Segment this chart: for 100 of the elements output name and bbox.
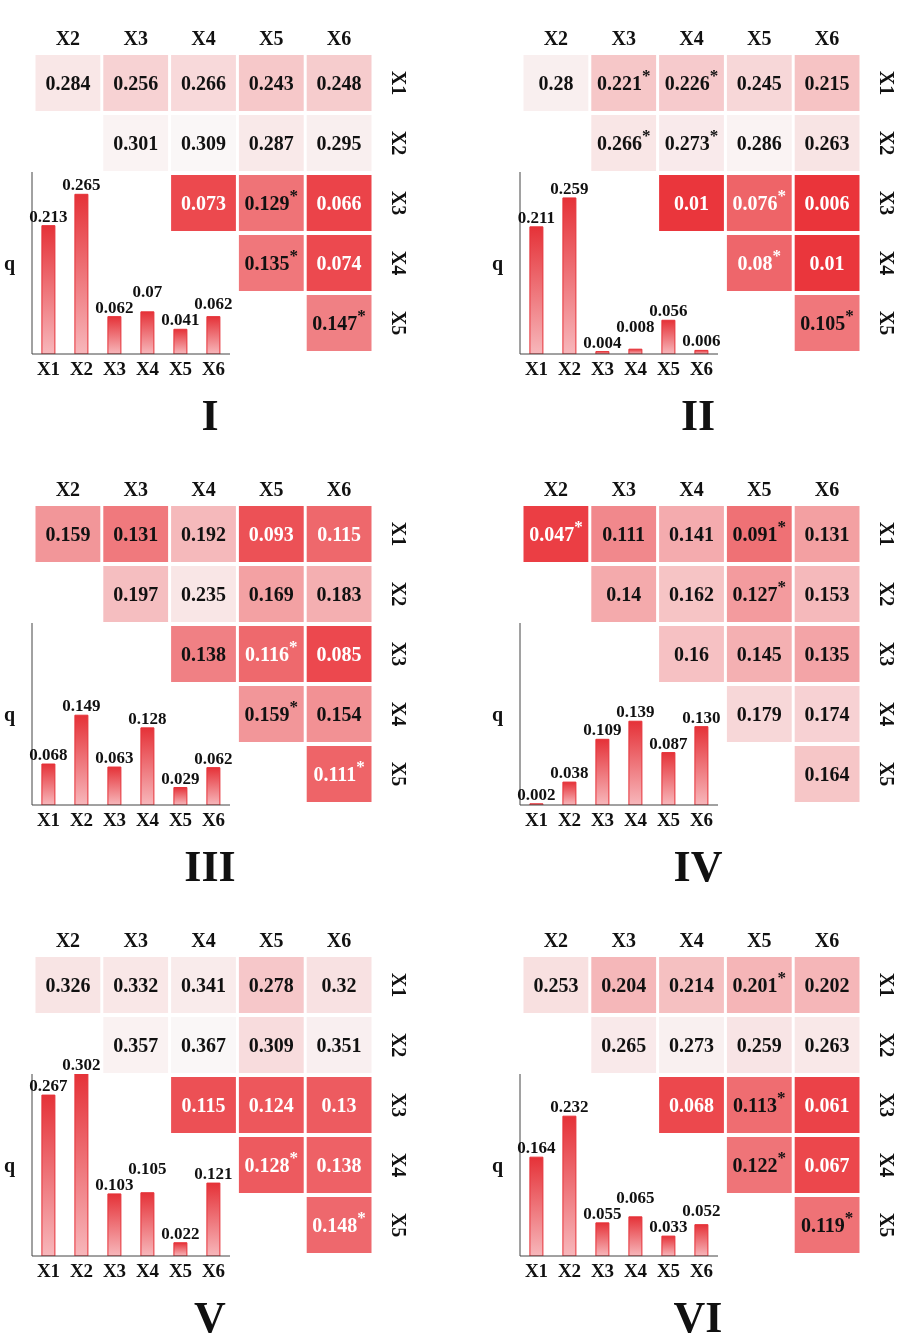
data-label: 0.265 bbox=[601, 1034, 647, 1056]
x-tick-label: X2 bbox=[69, 809, 94, 831]
data-label: 0.259 bbox=[550, 178, 589, 198]
data-label: 0.038 bbox=[550, 763, 589, 783]
y-tick-label: X4 bbox=[388, 701, 410, 727]
data-label: 0.295 bbox=[316, 132, 362, 154]
x-tick-label: X5 bbox=[747, 478, 772, 500]
data-label: 0.259 bbox=[736, 1034, 782, 1056]
data-label: 0.087 bbox=[649, 733, 689, 753]
x-tick-label: X6 bbox=[814, 478, 840, 500]
x-tick-label: X1 bbox=[524, 809, 549, 831]
y-tick-label: X5 bbox=[876, 310, 898, 336]
y-tick-label: X3 bbox=[876, 641, 898, 667]
data-label: 0.128 bbox=[128, 708, 167, 728]
data-label: 0.213 bbox=[29, 206, 68, 226]
x-tick-label: X4 bbox=[191, 27, 216, 49]
data-label: 0.066 bbox=[316, 192, 362, 214]
data-label: 0.326 bbox=[45, 974, 91, 996]
data-label: 0.139 bbox=[616, 702, 655, 722]
x-tick-label: X3 bbox=[611, 478, 636, 500]
x-tick-label: X4 bbox=[623, 809, 648, 831]
x-tick-label: X5 bbox=[656, 809, 681, 831]
data-label: 0.149 bbox=[62, 696, 101, 716]
data-label: 0.263 bbox=[804, 1034, 850, 1056]
y-tick-label: X1 bbox=[876, 521, 898, 547]
data-label: 0.135 bbox=[804, 643, 850, 665]
data-label: 0.129$^{*}$ bbox=[244, 185, 299, 214]
data-label: 0.154 bbox=[316, 703, 362, 725]
data-label: 0.341 bbox=[181, 974, 226, 996]
x-tick-label: X2 bbox=[543, 929, 569, 951]
data-label: 0.332 bbox=[113, 974, 159, 996]
x-tick-label: X3 bbox=[611, 929, 636, 951]
x-tick-label: X1 bbox=[524, 358, 549, 380]
data-label: 0.197 bbox=[113, 583, 159, 605]
y-tick-label: X2 bbox=[876, 1032, 898, 1058]
x-tick-label: X3 bbox=[123, 478, 148, 500]
data-label: 0.061 bbox=[804, 1094, 850, 1116]
data-label: 0.138 bbox=[316, 1154, 362, 1176]
data-label: 0.115 bbox=[317, 523, 362, 545]
x-tick-label: X4 bbox=[135, 809, 160, 831]
x-tick-label: X6 bbox=[326, 27, 352, 49]
x-tick-label: X3 bbox=[123, 27, 148, 49]
x-tick-label: X3 bbox=[590, 1260, 615, 1282]
data-label: 0.006 bbox=[804, 192, 850, 214]
x-tick-label: X4 bbox=[135, 1260, 160, 1282]
text: VI bbox=[672, 1292, 724, 1342]
data-label: 0.006 bbox=[682, 331, 721, 351]
data-label: 0.287 bbox=[248, 132, 294, 154]
y-axis-title: q bbox=[492, 1154, 504, 1178]
x-tick-label: X5 bbox=[259, 929, 284, 951]
data-label: 0.135$^{*}$ bbox=[244, 245, 299, 274]
data-label: 0.063 bbox=[95, 748, 134, 768]
data-label: 0.147$^{*}$ bbox=[312, 305, 366, 334]
data-label: 0.062 bbox=[194, 748, 233, 768]
data-label: 0.232 bbox=[550, 1097, 589, 1117]
y-tick-label: X2 bbox=[388, 581, 410, 607]
x-tick-label: X3 bbox=[590, 358, 615, 380]
x-tick-label: X6 bbox=[814, 27, 840, 49]
data-label: 0.201$^{*}$ bbox=[732, 967, 787, 996]
y-tick-label: X3 bbox=[876, 1092, 898, 1118]
y-tick-label: X5 bbox=[388, 310, 410, 336]
x-tick-label: X5 bbox=[168, 358, 193, 380]
data-label: 0.127$^{*}$ bbox=[732, 576, 787, 605]
data-label: 0.111 bbox=[602, 523, 646, 545]
data-label: 0.253 bbox=[533, 974, 579, 996]
x-tick-label: X6 bbox=[814, 929, 840, 951]
x-tick-label: X6 bbox=[689, 1260, 714, 1282]
data-label: 0.235 bbox=[181, 583, 226, 605]
y-tick-label: X2 bbox=[388, 1032, 410, 1058]
x-tick-label: X1 bbox=[36, 809, 61, 831]
x-tick-label: X2 bbox=[69, 358, 94, 380]
x-tick-label: X3 bbox=[102, 1260, 127, 1282]
y-axis-title: q bbox=[4, 703, 16, 727]
data-label: 0.07 bbox=[132, 281, 163, 301]
data-label: 0.309 bbox=[248, 1034, 294, 1056]
y-axis-title: q bbox=[4, 1154, 16, 1178]
data-label: 0.273 bbox=[669, 1034, 714, 1056]
y-axis-title: q bbox=[492, 703, 504, 727]
data-label: 0.267 bbox=[29, 1076, 69, 1096]
x-tick-label: X5 bbox=[656, 358, 681, 380]
x-tick-label: X3 bbox=[102, 358, 127, 380]
x-tick-label: X6 bbox=[201, 809, 226, 831]
data-label: 0.179 bbox=[736, 703, 782, 725]
data-label: 0.284 bbox=[45, 72, 91, 94]
x-tick-label: X5 bbox=[656, 1260, 681, 1282]
data-label: 0.091$^{*}$ bbox=[732, 516, 787, 545]
data-label: 0.109 bbox=[583, 720, 622, 740]
x-tick-label: X5 bbox=[168, 809, 193, 831]
data-label: 0.062 bbox=[95, 297, 134, 317]
data-label: 0.131 bbox=[804, 523, 850, 545]
data-label: 0.202 bbox=[804, 974, 850, 996]
data-label: 0.215 bbox=[804, 72, 850, 94]
data-label: 0.119$^{*}$ bbox=[800, 1207, 854, 1236]
data-label: 0.105$^{*}$ bbox=[800, 305, 854, 334]
x-tick-label: X2 bbox=[55, 478, 81, 500]
data-label: 0.192 bbox=[181, 523, 226, 545]
y-tick-label: X2 bbox=[388, 130, 410, 156]
y-tick-label: X5 bbox=[876, 1212, 898, 1238]
data-label: 0.266$^{*}$ bbox=[596, 125, 651, 154]
data-label: 0.076$^{*}$ bbox=[732, 185, 787, 214]
